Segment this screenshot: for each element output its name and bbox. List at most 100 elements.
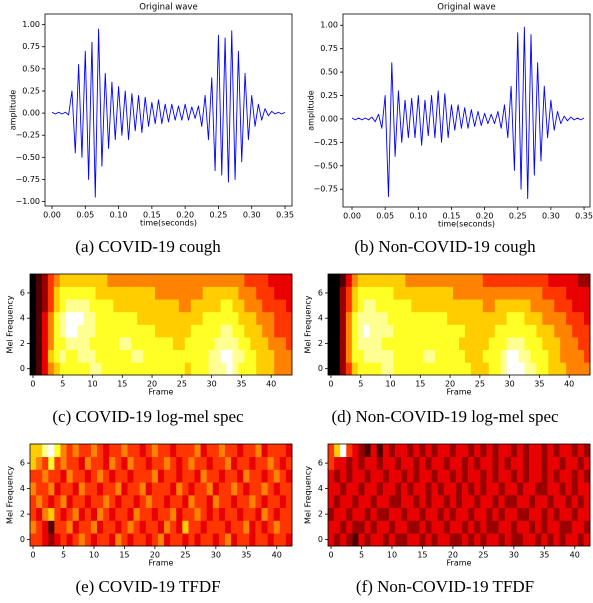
heatmap-cell <box>59 349 67 363</box>
heatmap-cell <box>369 299 376 313</box>
heatmap-cell <box>137 349 144 363</box>
heatmap-cell <box>541 507 548 521</box>
heatmap-cell <box>224 456 232 470</box>
heatmap-cell <box>274 337 281 351</box>
heatmap-cell <box>286 274 293 287</box>
heatmap-cell <box>449 456 457 470</box>
heatmap-cell <box>425 507 432 521</box>
heatmap-cell <box>328 520 335 534</box>
heatmap-cell <box>59 286 67 300</box>
heatmap-cell <box>200 456 207 470</box>
heatmap-cell <box>554 274 561 287</box>
heatmap-cell <box>196 337 203 351</box>
heatmap-cell <box>103 495 110 509</box>
heatmap-cell <box>36 495 43 509</box>
heatmap-cell <box>220 337 227 351</box>
heatmap-cell <box>84 482 92 496</box>
heatmap-cell <box>48 520 55 534</box>
heatmap-cell <box>369 286 376 300</box>
y-tick-label: 0 <box>318 535 323 544</box>
heatmap-cell <box>441 324 448 338</box>
heatmap-cell <box>370 444 378 458</box>
heatmap-cell <box>577 520 585 534</box>
heatmap-cell <box>524 299 531 313</box>
heatmap-cell <box>145 469 153 483</box>
heatmap-cell <box>137 362 144 376</box>
heatmap-cell <box>206 533 214 547</box>
heatmap-cell <box>170 520 177 534</box>
heatmap-cell <box>571 533 579 547</box>
heatmap-cell <box>382 495 390 509</box>
heatmap-cell <box>388 444 396 458</box>
heatmap-cell <box>560 324 567 338</box>
heatmap-cell <box>492 456 499 470</box>
heatmap-cell <box>256 324 263 338</box>
heatmap-cell <box>554 362 561 376</box>
axes-frame <box>29 443 293 547</box>
y-tick-label: 0 <box>20 535 25 544</box>
heatmap-cell <box>494 274 501 287</box>
heatmap-cell <box>328 324 335 338</box>
heatmap-cell <box>340 456 347 470</box>
heatmap-cell <box>214 337 221 351</box>
subplot: 0.00 0.05 0.10 0.15 0.20 0.25 0.30 0.35−1.00−0.… <box>9 3 294 256</box>
heatmap-cell <box>547 533 554 547</box>
heatmap-cell <box>339 299 347 313</box>
heatmap-cell <box>536 274 543 287</box>
heatmap-cell <box>161 286 168 300</box>
heatmap-cell <box>346 482 353 496</box>
heatmap-cell <box>286 286 293 300</box>
heatmap-cell <box>429 299 436 313</box>
heatmap-cell <box>65 311 72 325</box>
heatmap-cell <box>224 495 232 509</box>
heatmap-cell <box>339 311 347 325</box>
heatmap-cell <box>381 337 388 351</box>
heatmap-cell <box>571 507 579 521</box>
heatmap-cell <box>176 495 183 509</box>
heatmap-cell <box>560 286 567 300</box>
x-tick-label: 25 <box>180 551 190 560</box>
heatmap-cell <box>522 482 530 496</box>
heatmap-cell <box>90 469 98 483</box>
heatmap-cell <box>447 324 454 338</box>
heatmap-cell <box>214 349 221 363</box>
heatmap-cell <box>155 349 162 363</box>
heatmap-cell <box>139 520 147 534</box>
heatmap-cell <box>164 520 171 534</box>
heatmap-cell <box>149 324 156 338</box>
heatmap-cell <box>97 507 104 521</box>
heatmap-cell <box>524 324 531 338</box>
heatmap-cell <box>443 495 451 509</box>
heatmap-cell <box>119 274 126 287</box>
heatmap-cell <box>65 274 72 287</box>
heatmap-cell <box>71 286 78 300</box>
heatmap-cell <box>375 337 382 351</box>
heatmap-cell <box>78 495 86 509</box>
heatmap-cell <box>518 362 525 376</box>
heatmap-cell <box>413 456 420 470</box>
heatmap-cell <box>161 362 168 376</box>
heatmap-cell <box>345 337 353 351</box>
heatmap-cell <box>72 444 80 458</box>
heatmap-cell <box>194 533 201 547</box>
heatmap-cell <box>405 349 412 363</box>
heatmap-cell <box>77 349 84 363</box>
heatmap-cell <box>395 520 402 534</box>
heatmap-cell <box>172 349 180 363</box>
heatmap-cell <box>510 482 518 496</box>
y-tick-label: 0.00 <box>22 109 40 118</box>
heatmap-cell <box>208 299 215 313</box>
heatmap-cell <box>194 444 201 458</box>
heatmap-cell <box>121 533 128 547</box>
heatmap-cell <box>65 299 72 313</box>
heatmap-cell <box>107 337 114 351</box>
heatmap-cell <box>121 444 128 458</box>
heatmap-cell <box>107 311 114 325</box>
x-tick-label: 0.25 <box>509 212 527 221</box>
heatmap-cell <box>280 349 287 363</box>
heatmap-cell <box>65 349 72 363</box>
heatmap-cell <box>512 299 519 313</box>
heatmap-cell <box>103 507 110 521</box>
heatmap-cell <box>559 482 566 496</box>
heatmap-cell <box>351 311 359 325</box>
